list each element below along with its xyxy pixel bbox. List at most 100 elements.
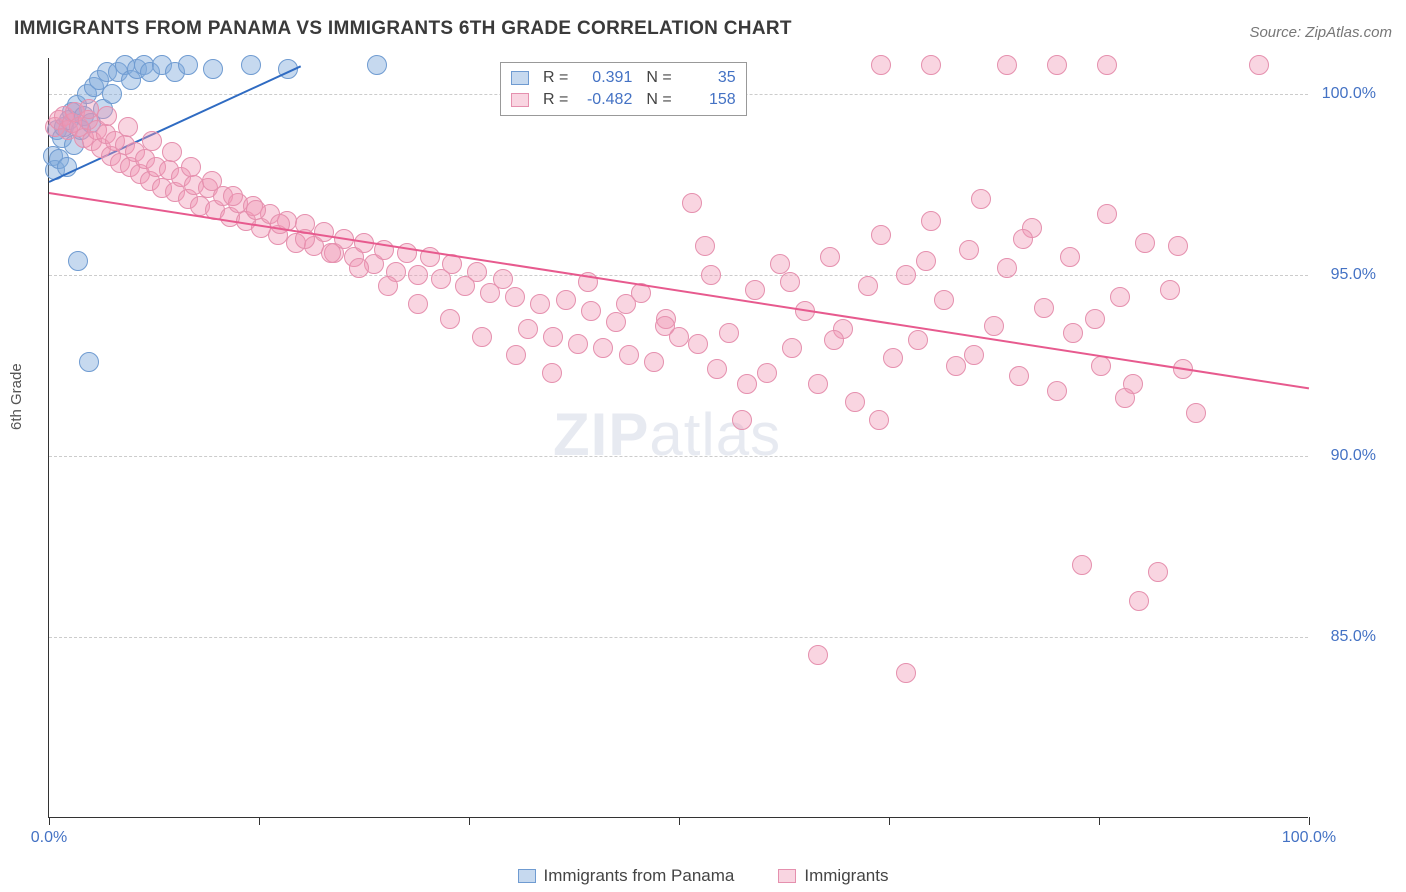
data-point xyxy=(737,374,757,394)
data-point xyxy=(916,251,936,271)
data-point xyxy=(780,272,800,292)
data-point xyxy=(542,363,562,383)
gridline xyxy=(49,275,1308,276)
x-tick xyxy=(1309,817,1310,825)
stats-swatch xyxy=(511,71,529,85)
x-tick xyxy=(1099,817,1100,825)
x-tick xyxy=(49,817,50,825)
data-point xyxy=(162,142,182,162)
data-point xyxy=(619,345,639,365)
stat-label-n: N = xyxy=(646,69,671,87)
y-tick-label: 85.0% xyxy=(1331,628,1376,646)
data-point xyxy=(1097,204,1117,224)
data-point xyxy=(820,247,840,267)
stats-row: R = 0.391 N = 35 xyxy=(511,67,736,89)
y-tick-label: 95.0% xyxy=(1331,266,1376,284)
data-point xyxy=(79,352,99,372)
data-point xyxy=(808,645,828,665)
data-point xyxy=(593,338,613,358)
data-point xyxy=(934,290,954,310)
data-point xyxy=(518,319,538,339)
data-point xyxy=(1063,323,1083,343)
data-point xyxy=(707,359,727,379)
data-point xyxy=(568,334,588,354)
x-tick xyxy=(889,817,890,825)
stats-row: R = -0.482N = 158 xyxy=(511,89,736,111)
data-point xyxy=(367,55,387,75)
data-point xyxy=(858,276,878,296)
data-point xyxy=(467,262,487,282)
data-point xyxy=(606,312,626,332)
data-point xyxy=(719,323,739,343)
data-point xyxy=(921,55,941,75)
data-point xyxy=(997,55,1017,75)
data-point xyxy=(68,251,88,271)
data-point xyxy=(655,316,675,336)
data-point xyxy=(782,338,802,358)
data-point xyxy=(118,117,138,137)
data-point xyxy=(505,287,525,307)
data-point xyxy=(1034,298,1054,318)
data-point xyxy=(321,243,341,263)
data-point xyxy=(1148,562,1168,582)
data-point xyxy=(1186,403,1206,423)
data-point xyxy=(97,106,117,126)
data-point xyxy=(440,309,460,329)
data-point xyxy=(745,280,765,300)
legend-item-immigrants: Immigrants xyxy=(778,866,888,886)
chart-title: IMMIGRANTS FROM PANAMA VS IMMIGRANTS 6TH… xyxy=(14,18,792,40)
data-point xyxy=(921,211,941,231)
stat-value-n: 158 xyxy=(684,91,736,109)
data-point xyxy=(695,236,715,256)
data-point xyxy=(1160,280,1180,300)
data-point xyxy=(964,345,984,365)
data-point xyxy=(732,410,752,430)
data-point xyxy=(1249,55,1269,75)
data-point xyxy=(203,59,223,79)
stat-label-r: R = xyxy=(543,69,568,87)
data-point xyxy=(997,258,1017,278)
data-point xyxy=(202,171,222,191)
data-point xyxy=(241,55,261,75)
x-tick-label: 100.0% xyxy=(1282,829,1336,847)
data-point xyxy=(181,157,201,177)
y-tick-label: 90.0% xyxy=(1331,447,1376,465)
data-point xyxy=(688,334,708,354)
gridline xyxy=(49,456,1308,457)
data-point xyxy=(506,345,526,365)
stat-value-r: 0.391 xyxy=(580,69,632,87)
y-axis-label: 6th Grade xyxy=(8,363,25,430)
data-point xyxy=(556,290,576,310)
data-point xyxy=(896,265,916,285)
data-point xyxy=(543,327,563,347)
data-point xyxy=(102,84,122,104)
data-point xyxy=(378,276,398,296)
legend-swatch-panama xyxy=(518,869,536,883)
x-tick xyxy=(679,817,680,825)
data-point xyxy=(1091,356,1111,376)
data-point xyxy=(616,294,636,314)
stat-value-n: 35 xyxy=(684,69,736,87)
legend-swatch-immigrants xyxy=(778,869,796,883)
data-point xyxy=(701,265,721,285)
data-point xyxy=(581,301,601,321)
legend-label-immigrants: Immigrants xyxy=(804,866,888,886)
data-point xyxy=(871,225,891,245)
data-point xyxy=(883,348,903,368)
data-point xyxy=(644,352,664,372)
data-point xyxy=(1047,55,1067,75)
data-point xyxy=(1085,309,1105,329)
data-point xyxy=(757,363,777,383)
data-point xyxy=(1072,555,1092,575)
stat-label-n: N = xyxy=(646,91,671,109)
chart-container: IMMIGRANTS FROM PANAMA VS IMMIGRANTS 6TH… xyxy=(0,0,1406,892)
data-point xyxy=(349,258,369,278)
data-point xyxy=(971,189,991,209)
data-point xyxy=(871,55,891,75)
x-tick xyxy=(259,817,260,825)
bottom-legend: Immigrants from Panama Immigrants xyxy=(0,866,1406,886)
data-point xyxy=(845,392,865,412)
x-tick xyxy=(469,817,470,825)
data-point xyxy=(493,269,513,289)
legend-item-panama: Immigrants from Panama xyxy=(518,866,735,886)
